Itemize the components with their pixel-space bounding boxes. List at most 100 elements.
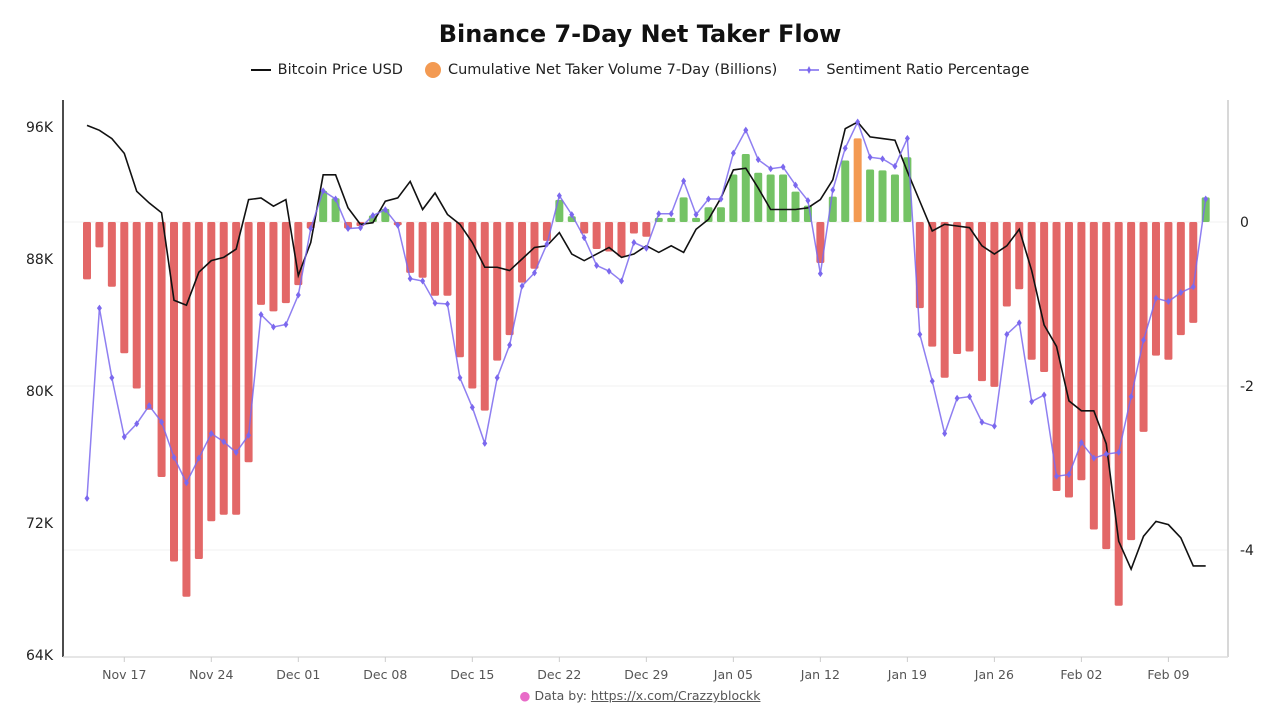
volume-bar: [505, 222, 514, 336]
footer-prefix: Data by:: [534, 688, 587, 703]
volume-bar: [642, 222, 651, 237]
sentiment-point: [258, 311, 264, 319]
sentiment-point: [880, 155, 886, 163]
x-tick-label: Jan 12: [800, 667, 840, 682]
right-tick-label: -2: [1240, 379, 1254, 395]
sentiment-point: [631, 239, 637, 246]
right-tick-label: 0: [1240, 215, 1249, 231]
sentiment-point: [867, 153, 873, 161]
sentiment-point: [531, 269, 537, 277]
x-tick-label: Jan 26: [974, 667, 1014, 682]
volume-bar: [1102, 222, 1111, 550]
volume-bar: [890, 174, 899, 222]
sentiment-point: [693, 211, 699, 219]
volume-bar: [244, 222, 253, 463]
volume-bar: [953, 222, 962, 355]
sentiment-point: [718, 195, 724, 203]
sentiment-point: [755, 156, 761, 164]
volume-bar: [1139, 222, 1148, 432]
sentiment-point: [1178, 289, 1184, 297]
sentiment-point: [656, 210, 662, 218]
source-link[interactable]: https://x.com/Crazzyblockk: [590, 688, 761, 703]
sentiment-point: [345, 225, 351, 233]
sentiment-point: [457, 374, 463, 382]
volume-bar: [1027, 222, 1036, 360]
sentiment-point: [967, 393, 973, 401]
sentiment-point: [1041, 391, 1047, 399]
sentiment-point: [494, 374, 500, 382]
sentiment-point: [283, 321, 289, 328]
sentiment-point: [817, 270, 823, 278]
x-tick-label: Feb 09: [1147, 667, 1189, 682]
sentiment-point: [444, 300, 450, 308]
volume-bar: [1002, 222, 1011, 307]
volume-bar: [95, 222, 104, 248]
volume-bar: [754, 172, 763, 222]
legend-item-sentiment[interactable]: Sentiment Ratio Percentage: [799, 62, 1029, 78]
volume-bar: [518, 222, 527, 283]
volume-bar: [1064, 222, 1073, 498]
chart-title: Binance 7-Day Net Taker Flow: [438, 20, 842, 48]
sentiment-point: [1054, 472, 1060, 480]
volume-bar: [580, 222, 589, 234]
x-tick-label: Jan 05: [713, 667, 753, 682]
sentiment-point: [1004, 330, 1010, 338]
volume-bar: [1164, 222, 1173, 360]
volume-bar: [120, 222, 129, 354]
sentiment-point: [929, 377, 935, 385]
sentiment-point: [668, 210, 674, 218]
volume-bar: [605, 222, 614, 252]
sentiment-point: [618, 277, 624, 285]
sentiment-point: [507, 341, 513, 349]
sentiment-point: [991, 422, 997, 430]
footer: ● Data by: https://x.com/Crazzyblockk: [0, 688, 1280, 703]
legend-item-price[interactable]: Bitcoin Price USD: [250, 62, 403, 78]
volume-bar: [915, 222, 924, 309]
volume-bar: [1015, 222, 1024, 290]
volume-bar: [269, 222, 278, 312]
volume-bar: [791, 191, 800, 222]
sentiment-point: [793, 181, 799, 189]
sentiment-point: [556, 192, 562, 200]
x-tick-label: Dec 22: [537, 667, 581, 682]
volume-bar: [617, 222, 626, 257]
volume-bar: [878, 170, 887, 222]
volume-bar: [468, 222, 477, 389]
volume-bar: [182, 222, 191, 597]
right-tick-label: -4: [1240, 543, 1254, 559]
sentiment-point: [134, 420, 140, 428]
x-tick-label: Dec 08: [363, 667, 407, 682]
volume-bar: [170, 222, 179, 562]
sentiment-point: [855, 118, 861, 126]
sentiment-point: [407, 275, 413, 283]
volume-bar: [157, 222, 166, 478]
sentiment-point: [681, 177, 687, 185]
sentiment-point: [1029, 398, 1035, 406]
volume-bar: [418, 222, 427, 278]
volume-bar: [257, 222, 266, 305]
x-tick-label: Feb 02: [1060, 667, 1102, 682]
volume-bar: [729, 174, 738, 222]
volume-bar: [679, 197, 688, 222]
sentiment-point: [1091, 454, 1097, 462]
volume-bar: [1089, 222, 1098, 530]
volume-bar: [319, 190, 328, 222]
sentiment-point: [357, 224, 363, 232]
x-tick-label: Dec 29: [624, 667, 668, 682]
volume-bar: [667, 217, 676, 222]
volume-bar: [455, 222, 464, 358]
sentiment-point: [569, 211, 575, 219]
sentiment-point: [270, 323, 276, 331]
sentiment-point: [1165, 298, 1171, 306]
legend-item-volume[interactable]: Cumulative Net Taker Volume 7-Day (Billi…: [424, 62, 777, 78]
volume-bar: [928, 222, 937, 347]
sentiment-point: [146, 402, 152, 410]
x-tick-label: Nov 24: [189, 667, 233, 682]
volume-bar: [853, 138, 862, 222]
sentiment-point: [96, 304, 102, 312]
sentiment-point: [1153, 294, 1159, 302]
sentiment-point: [320, 187, 326, 195]
volume-bar: [1176, 222, 1185, 336]
sentiment-point: [830, 186, 836, 194]
